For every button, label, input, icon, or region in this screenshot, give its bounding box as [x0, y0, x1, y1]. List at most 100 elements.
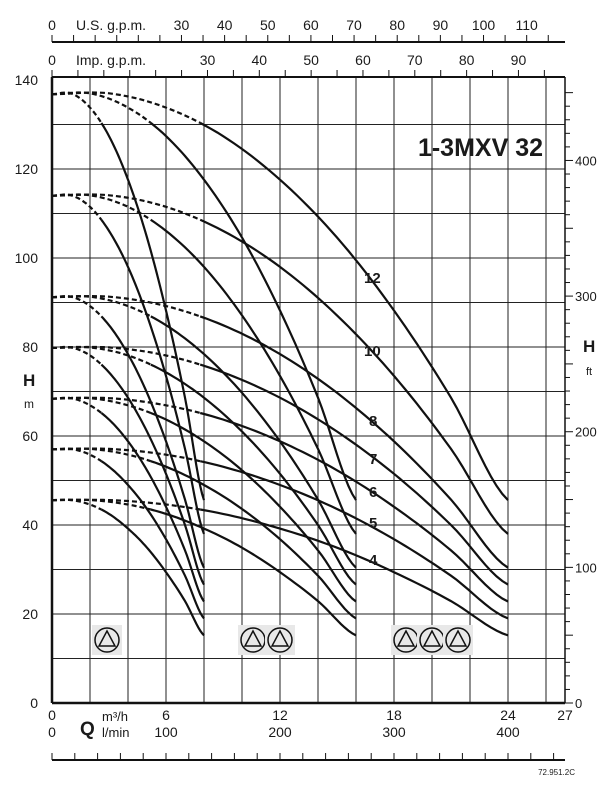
curve-2pump-12stage	[150, 122, 357, 501]
pump-icon-triangle	[396, 629, 416, 647]
pump-icon	[443, 625, 473, 655]
imp-gpm-tick-label: 70	[407, 52, 423, 68]
imp-gpm-tick-label: 60	[355, 52, 371, 68]
curve-1pump-5stage-dashed	[51, 447, 103, 463]
us-gpm-tick-label: 100	[472, 17, 496, 33]
curve-2pump-7stage	[150, 363, 357, 586]
curve-1pump-8stage	[100, 315, 205, 569]
curve-1pump-4stage	[100, 508, 205, 637]
grid	[52, 77, 565, 703]
imp-gpm-tick-label: 50	[303, 52, 319, 68]
imp-gpm-tick-label: 40	[252, 52, 268, 68]
top-imp-label: Imp. g.p.m.	[76, 52, 146, 68]
curve-3pump-7stage	[199, 363, 509, 586]
curve-label-7: 7	[369, 451, 377, 468]
curve-1pump-6stage	[100, 412, 205, 603]
curve-3pump-8stage	[199, 315, 509, 569]
curve-3pump-12stage-dashed	[51, 91, 201, 124]
us-gpm-tick-label: 30	[174, 17, 190, 33]
y-right-unit: ft	[586, 366, 592, 378]
curve-2pump-5stage	[150, 460, 357, 620]
us-gpm-tick-label: 110	[516, 17, 539, 33]
curve-1pump-6stage-dashed	[52, 396, 103, 414]
curve-3pump-4stage	[200, 508, 509, 637]
y-right-tick-label: 0	[575, 696, 582, 711]
x-tick-label-lmin: 100	[154, 724, 178, 740]
curve-2pump-6stage	[150, 411, 357, 603]
curve-3pump-8stage-dashed	[51, 294, 201, 318]
x-tick-label-m3h: 24	[500, 707, 516, 723]
curve-1pump-10stage-dashed	[51, 193, 103, 221]
y-left-tick-label: 120	[15, 161, 39, 177]
curve-3pump-5stage-dashed	[51, 447, 201, 463]
y-left-unit: m	[24, 397, 34, 411]
x-tick-label-m3h: 0	[48, 707, 56, 723]
curve-1pump-5stage	[100, 460, 205, 620]
x-tick-label-lmin: 200	[268, 724, 292, 740]
us-gpm-tick-label: 70	[346, 17, 362, 33]
y-right-tick-label: 400	[575, 153, 597, 168]
curve-2pump-12stage-dashed	[51, 91, 152, 124]
imp-gpm-tick-label: 0	[48, 52, 56, 68]
curve-3pump-7stage-dashed	[51, 345, 201, 366]
curve-2pump-10stage	[150, 218, 357, 535]
y-left-tick-label: 100	[15, 250, 39, 266]
pump-icon	[238, 625, 268, 655]
curve-3pump-4stage-dashed	[52, 498, 201, 511]
pump-icon-circle	[267, 627, 293, 653]
y-right-symbol: H	[583, 337, 595, 356]
pump-icon-triangle	[422, 629, 442, 647]
us-gpm-tick-label: 90	[433, 17, 449, 33]
x-symbol: Q	[80, 719, 95, 740]
pump-icon-circle	[445, 627, 471, 653]
curve-label-5: 5	[369, 515, 377, 532]
pump-icon	[391, 625, 421, 655]
curve-1pump-12stage-dashed	[51, 91, 103, 124]
pump-icons	[92, 625, 473, 655]
curve-label-8: 8	[369, 413, 377, 430]
us-gpm-tick-label: 0	[48, 17, 56, 33]
y-left-tick-label: 0	[30, 695, 38, 711]
pump-icon	[92, 625, 122, 655]
x-unit-secondary: l/min	[102, 725, 129, 740]
curve-1pump-7stage-dashed	[51, 345, 103, 366]
curve-1pump-12stage	[100, 122, 206, 501]
y-left-tick-label: 140	[15, 72, 39, 88]
curve-1pump-10stage	[100, 219, 206, 535]
curve-3pump-6stage-dashed	[52, 396, 201, 415]
us-gpm-tick-label: 80	[389, 17, 405, 33]
us-gpm-tick-label: 40	[217, 17, 233, 33]
top-us-label: U.S. g.p.m.	[76, 17, 146, 33]
curve-label-6: 6	[369, 484, 377, 501]
y-left-tick-label: 40	[22, 517, 38, 533]
us-gpm-tick-label: 50	[260, 17, 276, 33]
y-left-tick-label: 60	[22, 428, 38, 444]
y-right-tick-label: 300	[575, 289, 597, 304]
x-tick-label-m3h: 12	[272, 707, 288, 723]
pump-icon-triangle	[243, 629, 263, 647]
chart-title: 1-3MXV 32	[418, 134, 543, 162]
imp-gpm-tick-label: 30	[200, 52, 216, 68]
curve-label-10: 10	[364, 343, 381, 360]
pump-icon-triangle	[448, 629, 468, 647]
curve-1pump-8stage-dashed	[51, 294, 103, 318]
curve-3pump-12stage	[199, 121, 509, 501]
curve-2pump-4stage	[150, 508, 357, 637]
imp-gpm-tick-label: 90	[511, 52, 527, 68]
y-left-symbol: H	[23, 371, 35, 390]
x-tick-label-m3h: 18	[386, 707, 402, 723]
us-gpm-tick-label: 60	[303, 17, 319, 33]
curve-3pump-6stage	[199, 411, 509, 603]
pump-icon	[265, 625, 295, 655]
imp-gpm-tick-label: 80	[459, 52, 475, 68]
curve-3pump-5stage	[199, 460, 509, 620]
x-tick-label-lmin: 400	[496, 724, 520, 740]
y-right-tick-label: 200	[575, 425, 597, 440]
curve-2pump-8stage	[150, 315, 357, 569]
curve-1pump-7stage	[100, 363, 205, 586]
pump-icon-triangle	[270, 629, 290, 647]
figure-code: 72.951.2C	[538, 768, 575, 777]
curve-3pump-10stage-dashed	[51, 193, 201, 221]
